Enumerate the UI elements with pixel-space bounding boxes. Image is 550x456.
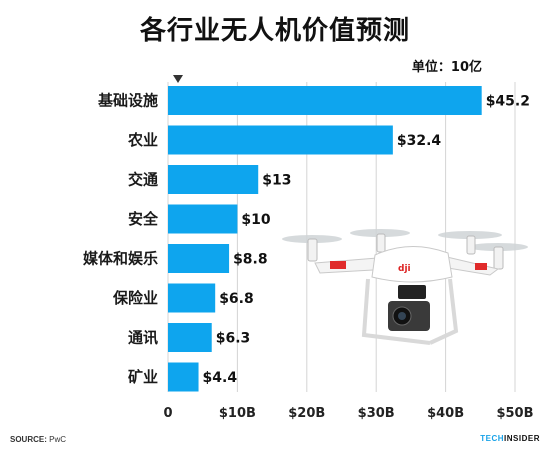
x-tick-label-1: $10B: [219, 406, 256, 421]
x-tick-label-5: $50B: [496, 406, 533, 421]
brand-logo: TECHINSIDER: [480, 434, 540, 443]
category-label-6: 通讯: [128, 329, 158, 347]
value-label-3: $10: [241, 212, 270, 228]
value-label-4: $8.8: [233, 252, 268, 268]
bar-3: [168, 204, 238, 234]
category-label-7: 矿业: [128, 368, 158, 386]
bar-1: [168, 125, 393, 155]
bar-4: [168, 244, 230, 273]
category-label-4: 媒体和娱乐: [83, 250, 158, 268]
svg-text:dji: dji: [398, 264, 411, 274]
bar-7: [168, 362, 199, 392]
category-label-0: 基础设施: [97, 92, 158, 110]
value-label-0: $45.2: [486, 94, 530, 110]
source-value: PwC: [49, 435, 67, 444]
chart-title: 各行业无人机价值预测: [139, 16, 410, 46]
category-label-1: 农业: [127, 131, 158, 149]
triangle-marker-icon: [173, 75, 183, 83]
value-label-5: $6.8: [219, 291, 254, 307]
x-tick-label-4: $40B: [427, 406, 464, 421]
bar-5: [168, 283, 216, 313]
brand-left: TECH: [480, 434, 505, 443]
value-label-7: $4.4: [203, 370, 238, 386]
source-note: SOURCE: PwC: [10, 435, 66, 444]
bar-6: [168, 323, 212, 352]
value-label-2: $13: [262, 173, 291, 189]
x-tick-label-2: $20B: [288, 406, 325, 421]
unit-label: 单位：10亿: [411, 60, 482, 75]
x-tick-label-3: $30B: [358, 406, 395, 421]
value-label-1: $32.4: [397, 133, 442, 149]
brand-right: INSIDER: [504, 434, 540, 443]
x-tick-label-0: 0: [163, 406, 172, 421]
source-label: SOURCE:: [10, 435, 47, 444]
category-label-3: 安全: [128, 210, 159, 228]
category-label-2: 交通: [128, 171, 158, 189]
bar-2: [168, 165, 259, 194]
category-label-5: 保险业: [112, 289, 158, 307]
bar-0: [168, 86, 482, 115]
drone-icon: dji: [282, 229, 528, 345]
value-label-6: $6.3: [216, 331, 251, 347]
